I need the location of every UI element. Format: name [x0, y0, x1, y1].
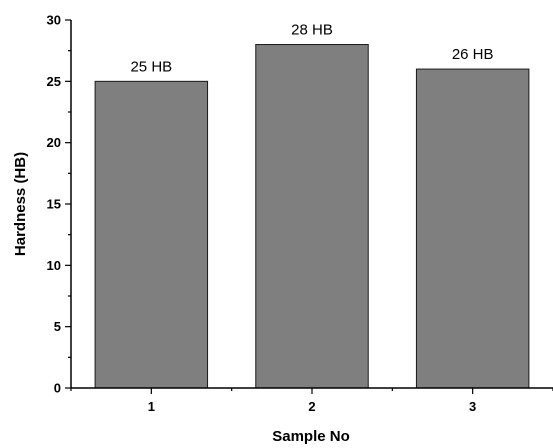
y-tick-label: 5	[54, 319, 61, 334]
y-tick-label: 30	[47, 13, 61, 28]
bar-data-label-3: 26 HB	[452, 46, 494, 63]
y-axis-title: Hardness (HB)	[12, 152, 29, 256]
y-ticks-layer: 0 5 10 15 20 25 30	[47, 13, 71, 396]
x-tick-label: 1	[148, 399, 155, 414]
bar-sample-3	[415, 68, 530, 389]
y-tick-label: 20	[47, 135, 61, 150]
y-tick-label: 0	[54, 381, 61, 396]
bar-data-label-2: 28 HB	[291, 22, 333, 39]
x-ticks-layer: 1 2 3	[70, 388, 553, 414]
y-tick-label: 10	[47, 258, 61, 273]
x-axis-title: Sample No	[272, 428, 350, 445]
bars-layer	[94, 44, 530, 389]
x-tick-label: 2	[308, 399, 315, 414]
bar-labels-layer: 25 HB 28 HB 26 HB	[130, 22, 493, 76]
bar-sample-2	[255, 44, 369, 389]
y-tick-label: 25	[47, 74, 61, 89]
bar-sample-1	[94, 80, 209, 389]
y-tick-label: 15	[47, 197, 61, 212]
x-tick-label: 3	[469, 399, 476, 414]
bar-data-label-1: 25 HB	[130, 58, 172, 75]
